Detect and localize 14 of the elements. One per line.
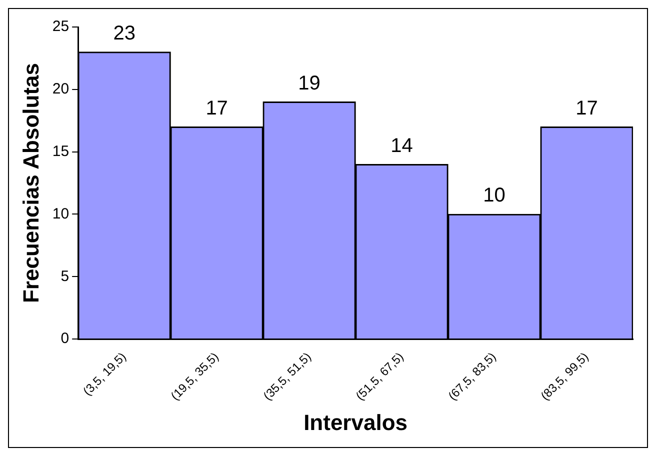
data-label: 19 [298, 72, 320, 94]
y-axis-title: Frecuencias Absolutas [18, 62, 44, 304]
y-tick-label: 15 [52, 142, 70, 160]
y-tick-label: 20 [52, 80, 70, 98]
data-label: 23 [113, 22, 136, 44]
data-label: 17 [576, 97, 598, 120]
y-tick-label: 5 [60, 268, 70, 285]
y-tick-label: 25 [52, 18, 70, 36]
data-label: 17 [206, 97, 228, 120]
x-axis-title: Intervalos [304, 410, 408, 435]
y-tick-label: 0 [60, 330, 70, 348]
data-label: 10 [483, 184, 506, 207]
y-tick-label: 10 [52, 205, 70, 222]
data-label: 14 [390, 134, 413, 157]
